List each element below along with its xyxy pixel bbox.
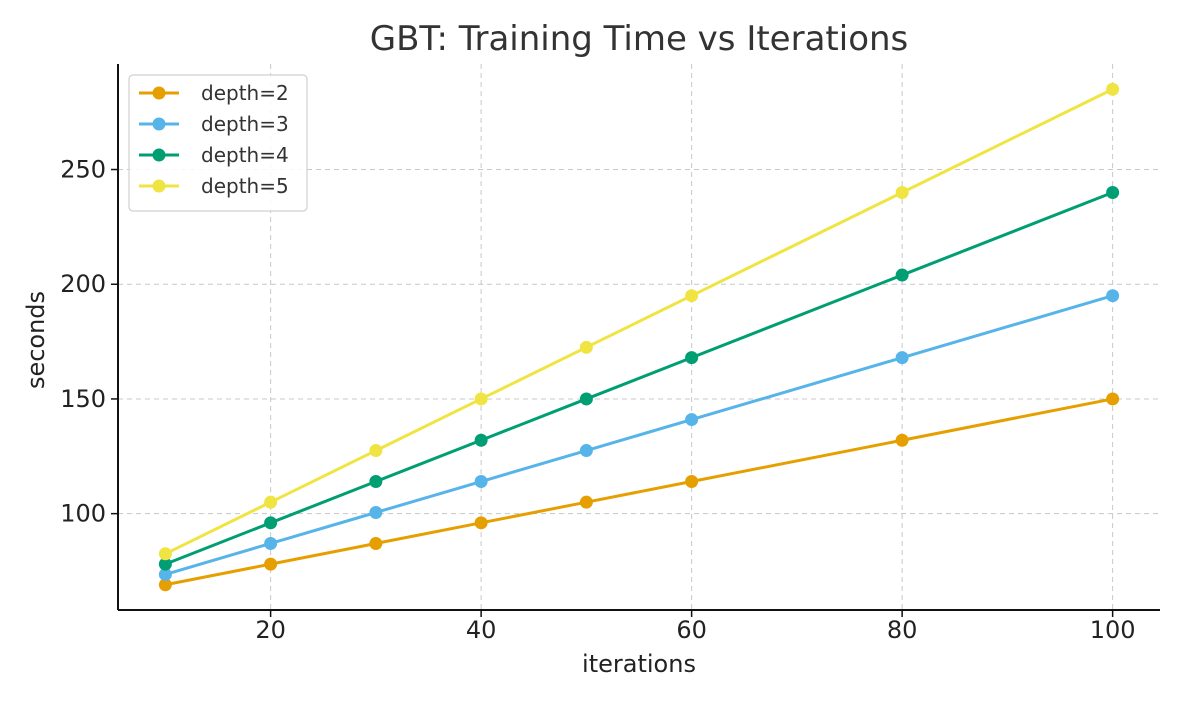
data-point bbox=[685, 351, 699, 365]
data-point bbox=[158, 567, 172, 581]
legend-marker bbox=[152, 86, 166, 100]
data-point bbox=[474, 475, 488, 489]
data-point bbox=[1106, 289, 1120, 303]
data-point bbox=[158, 547, 172, 561]
data-point bbox=[685, 413, 699, 427]
series-line bbox=[165, 397, 1113, 587]
x-tick-label: 80 bbox=[887, 616, 918, 644]
data-point bbox=[369, 506, 383, 519]
data-point bbox=[264, 536, 278, 550]
data-point bbox=[474, 392, 488, 406]
data-point bbox=[369, 444, 383, 458]
legend-marker bbox=[152, 148, 166, 162]
data-point bbox=[1106, 185, 1120, 199]
data-point bbox=[158, 557, 172, 571]
data-point bbox=[1106, 82, 1120, 96]
legend-label: depth=5 bbox=[201, 174, 289, 198]
x-tick-label: 20 bbox=[255, 616, 286, 644]
data-point bbox=[369, 475, 383, 489]
data-point bbox=[264, 557, 278, 571]
data-point bbox=[158, 578, 172, 592]
x-tick-label: 40 bbox=[466, 616, 497, 644]
data-point bbox=[264, 495, 278, 509]
y-tick-label: 250 bbox=[60, 156, 106, 184]
data-point bbox=[474, 516, 488, 530]
data-point bbox=[579, 495, 593, 509]
data-point bbox=[579, 340, 593, 354]
series-line bbox=[164, 294, 1114, 576]
data-point bbox=[1106, 392, 1120, 406]
legend-marker bbox=[152, 117, 166, 131]
y-tick-label: 200 bbox=[60, 270, 106, 298]
legend-label: depth=2 bbox=[201, 81, 289, 105]
data-point bbox=[685, 475, 699, 489]
series-line bbox=[164, 191, 1114, 566]
data-point bbox=[579, 444, 593, 458]
legend-marker bbox=[152, 179, 166, 193]
data-point bbox=[895, 433, 909, 447]
legend-label: depth=4 bbox=[201, 143, 289, 167]
x-tick-label: 60 bbox=[676, 616, 707, 644]
legend: depth=2 depth=3 depth=4 depth=5 bbox=[128, 74, 308, 212]
y-tick-label: 100 bbox=[60, 500, 106, 528]
series-depth-2 bbox=[158, 392, 1120, 592]
legend-label: depth=3 bbox=[201, 112, 289, 136]
x-axis-label: iterations bbox=[582, 650, 696, 678]
legend-box bbox=[128, 74, 308, 212]
data-point bbox=[895, 268, 909, 282]
x-tick-label: 100 bbox=[1090, 616, 1136, 644]
data-point bbox=[369, 536, 383, 550]
chart-title: GBT: Training Time vs Iterations bbox=[370, 19, 909, 59]
y-axis-label: seconds bbox=[22, 291, 50, 389]
series-lines bbox=[158, 82, 1120, 592]
data-point bbox=[474, 433, 488, 447]
series-line bbox=[164, 87, 1114, 556]
series-depth-3 bbox=[158, 289, 1120, 581]
axes: 20 40 60 80 100 100 150 200 250 bbox=[60, 64, 1160, 644]
y-tick-label: 150 bbox=[60, 385, 106, 413]
data-point bbox=[264, 516, 278, 530]
data-point bbox=[895, 185, 909, 199]
series-depth-4 bbox=[158, 185, 1120, 571]
series-depth-5 bbox=[158, 82, 1120, 561]
data-point bbox=[579, 392, 593, 406]
data-point bbox=[685, 289, 699, 303]
data-point bbox=[895, 351, 909, 365]
